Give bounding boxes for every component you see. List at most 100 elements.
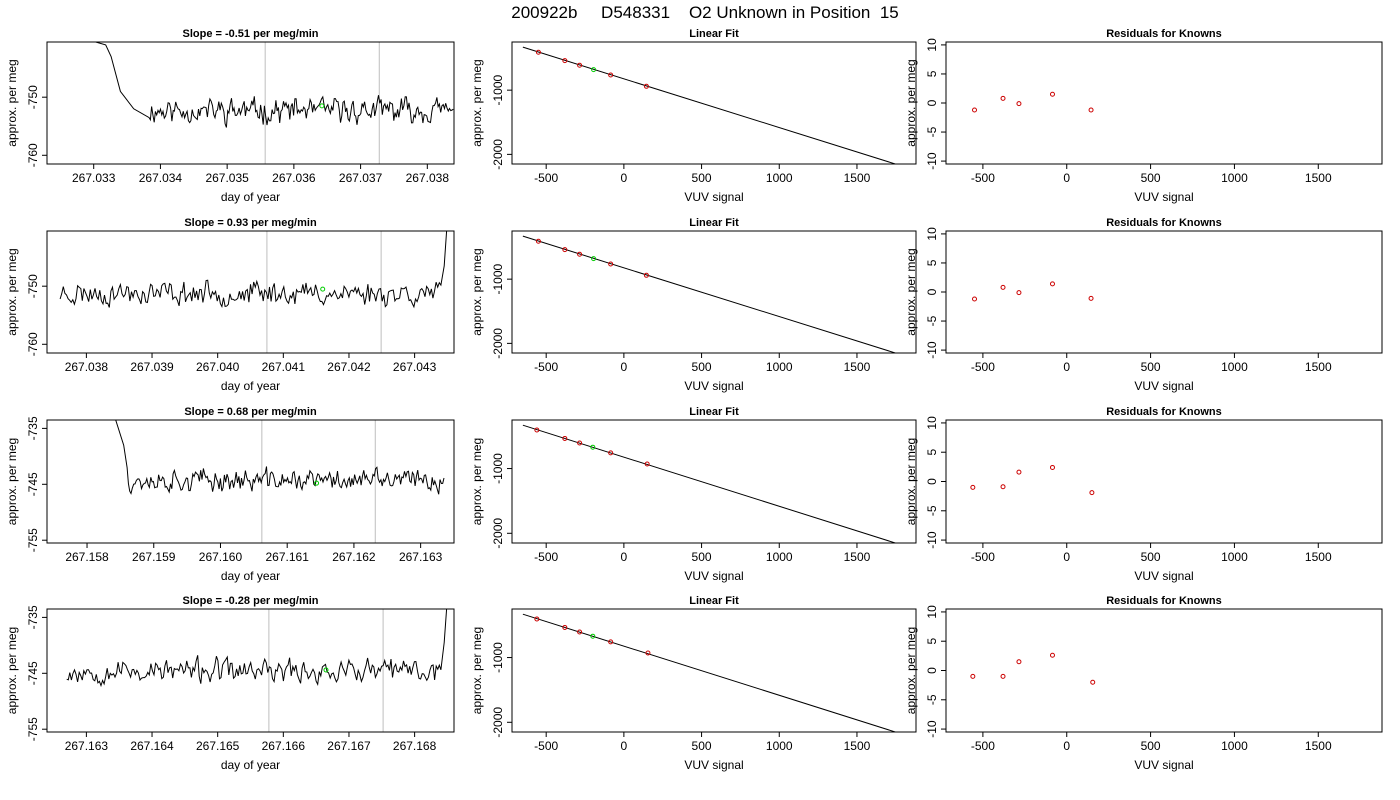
x-tick-label: 267.040 (196, 360, 240, 374)
y-axis-label: approx. per meg (470, 59, 484, 146)
x-tick-label: 267.037 (339, 171, 383, 185)
panel-title: Residuals for Knowns (1106, 595, 1222, 607)
x-tick-label: 267.161 (266, 550, 310, 564)
x-tick-label: 267.035 (205, 171, 249, 185)
plot-area (66, 609, 448, 732)
y-axis-label: approx. per meg (904, 248, 918, 335)
plot-frame (511, 230, 917, 354)
x-tick-label: 267.163 (65, 739, 109, 753)
panel-title: Slope = 0.93 per meg/min (184, 217, 317, 229)
panels: Slope = -0.51 per meg/min day of year appr… (5, 28, 1383, 772)
x-tick-label: 267.043 (393, 360, 437, 374)
x-tick-label: 267.164 (130, 739, 174, 753)
panel-resid-row2: Residuals for Knowns VUV signal approx. pe… (904, 217, 1383, 393)
known-point (608, 72, 614, 78)
residual-point (1016, 101, 1022, 107)
y-tick-label: -2000 (491, 139, 505, 170)
y-tick-label: 0 (925, 288, 939, 295)
x-tick-label: 1500 (844, 360, 871, 374)
y-tick-label: -10 (925, 152, 939, 170)
panel-title: Linear Fit (689, 595, 739, 607)
residual-point (1088, 295, 1094, 301)
x-tick-label: 500 (1141, 360, 1161, 374)
residual-point (1049, 91, 1055, 97)
x-tick-label: -500 (534, 360, 558, 374)
x-tick-label: 0 (1063, 550, 1070, 564)
panel-title: Linear Fit (689, 28, 739, 40)
y-tick-label: 5 (925, 70, 939, 77)
unknown-point (590, 444, 596, 450)
plot-frame (945, 230, 1383, 354)
x-axis-label: VUV signal (684, 569, 743, 583)
fit-line (522, 613, 898, 732)
x-tick-label: 267.162 (332, 550, 376, 564)
y-axis-label: approx. per meg (904, 438, 918, 525)
panel-title: Residuals for Knowns (1106, 406, 1222, 418)
residual-point (1049, 652, 1055, 658)
unknown-point (319, 103, 325, 109)
y-tick-label: -750 (26, 274, 40, 298)
x-tick-label: 267.168 (393, 739, 437, 753)
x-tick-label: 267.041 (262, 360, 306, 374)
known-point (535, 238, 541, 244)
plot-area (522, 235, 898, 353)
known-point (577, 629, 583, 635)
x-tick-label: 0 (1063, 171, 1070, 185)
known-point (577, 440, 583, 446)
y-tick-label: -2000 (491, 518, 505, 549)
y-tick-label: -1000 (491, 453, 505, 484)
known-point (577, 62, 583, 68)
panel-time-row3: Slope = 0.68 per meg/min day of year appro… (5, 406, 455, 583)
residual-point (1000, 673, 1006, 679)
x-tick-label: 1000 (766, 739, 793, 753)
x-tick-label: 0 (621, 739, 628, 753)
y-tick-label: 5 (925, 638, 939, 645)
plot-area (115, 420, 445, 543)
y-tick-label: -735 (26, 416, 40, 440)
known-point (534, 616, 540, 622)
y-tick-label: -5 (925, 315, 939, 326)
x-axis-label: VUV signal (684, 379, 743, 393)
panel-linfit-row3: Linear Fit VUV signal approx. per meg -500 0… (470, 406, 917, 583)
y-tick-label: -5 (925, 505, 939, 516)
y-axis-label: approx. per meg (5, 627, 19, 714)
x-tick-label: -500 (971, 550, 995, 564)
y-tick-label: 5 (925, 449, 939, 456)
x-tick-label: 0 (621, 171, 628, 185)
y-tick-label: 0 (925, 99, 939, 106)
plot-area (970, 464, 1095, 496)
x-tick-label: 267.163 (399, 550, 443, 564)
plot-frame (945, 41, 1383, 165)
panel-title: Slope = -0.51 per meg/min (182, 28, 318, 40)
panel-linfit-row2: Linear Fit VUV signal approx. per meg -500 0… (470, 217, 917, 393)
panel-title: Slope = -0.28 per meg/min (182, 595, 318, 607)
x-tick-label: -500 (534, 739, 558, 753)
x-tick-label: 500 (1141, 739, 1161, 753)
panel-title: Residuals for Knowns (1106, 217, 1222, 229)
x-tick-label: 267.036 (272, 171, 316, 185)
residual-point (1000, 284, 1006, 290)
unknown-point (590, 633, 596, 639)
x-tick-label: 1500 (1305, 171, 1332, 185)
y-tick-label: 0 (925, 667, 939, 674)
unknown-point (314, 480, 320, 486)
x-tick-label: 267.166 (262, 739, 306, 753)
residual-point (1016, 290, 1022, 296)
residual-point (972, 107, 978, 113)
y-tick-label: -755 (26, 528, 40, 552)
fit-line (522, 424, 898, 543)
residual-point (972, 296, 978, 302)
known-point (608, 450, 614, 456)
x-tick-label: 267.038 (406, 171, 450, 185)
x-axis-label: day of year (221, 569, 280, 583)
x-tick-label: 500 (692, 360, 712, 374)
y-tick-label: 5 (925, 259, 939, 266)
known-point (562, 247, 568, 253)
residual-point (1049, 464, 1055, 470)
x-tick-label: 267.159 (132, 550, 176, 564)
unknown-point (320, 286, 326, 292)
known-point (643, 83, 649, 89)
time-series-line (95, 42, 454, 128)
x-tick-label: 1000 (766, 550, 793, 564)
